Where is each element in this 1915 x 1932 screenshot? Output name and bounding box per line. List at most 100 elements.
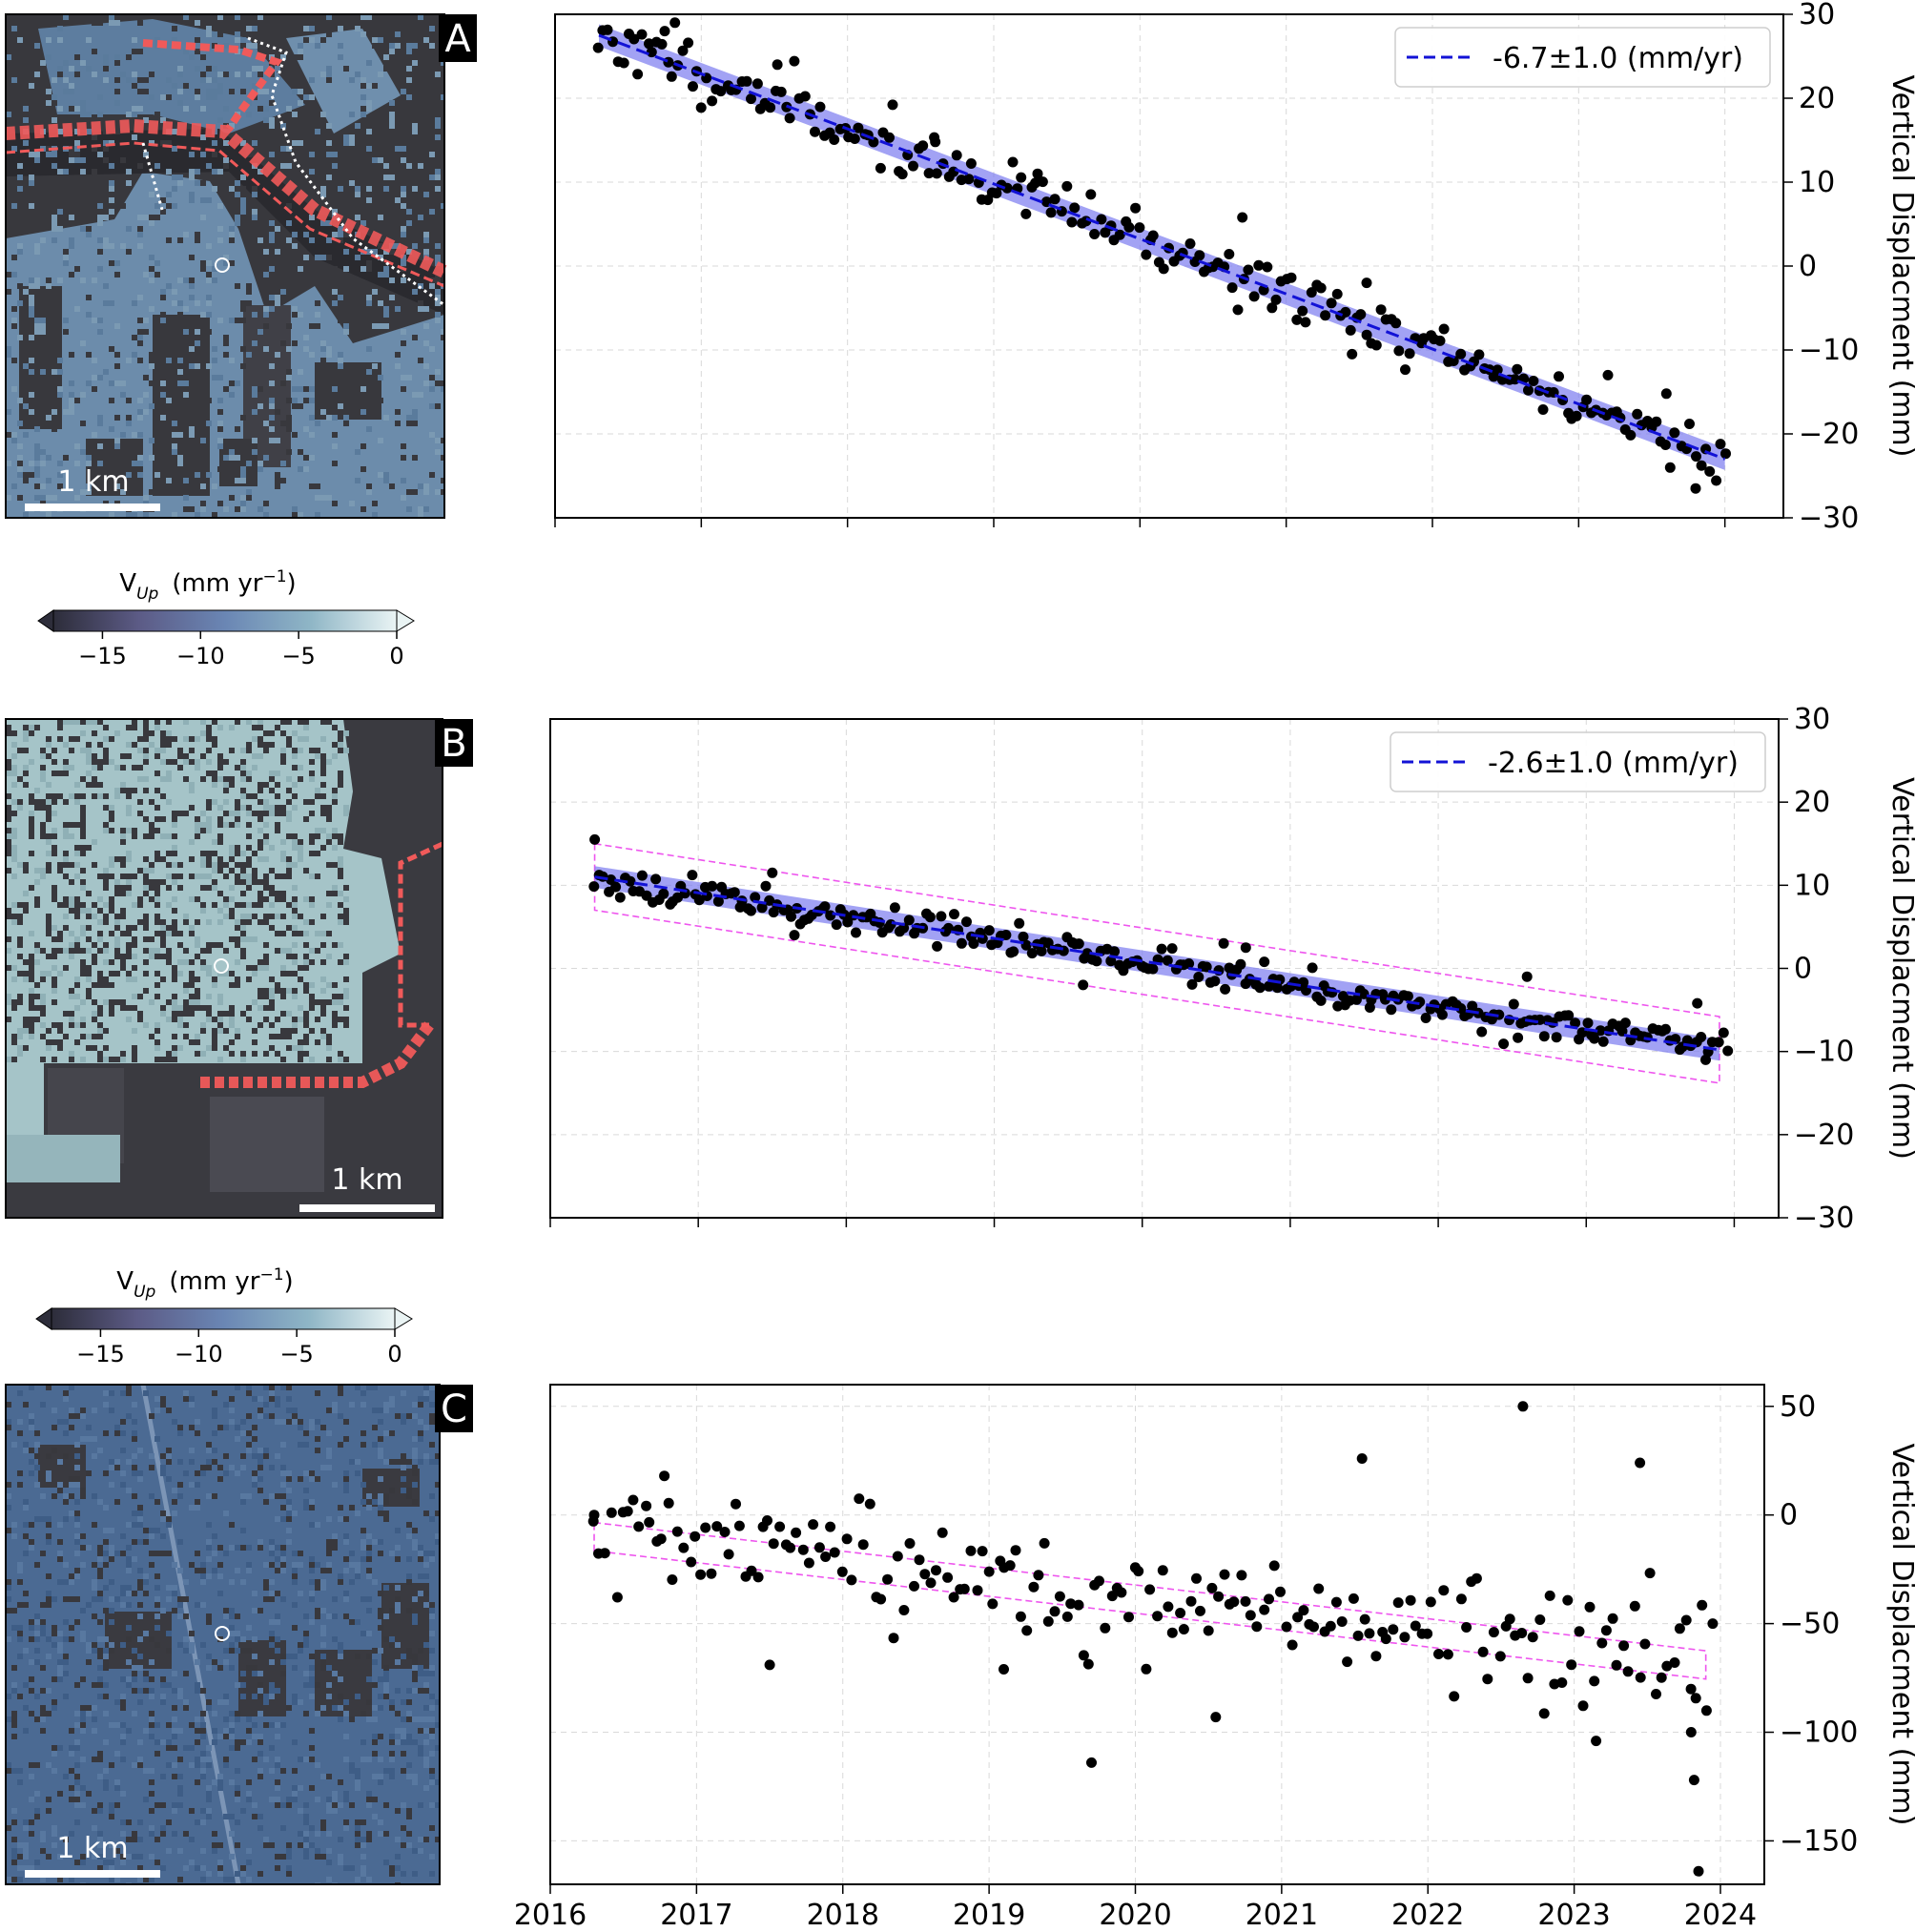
map-pixel <box>177 874 183 879</box>
map-pixel <box>252 1722 257 1728</box>
map-pixel <box>17 472 23 478</box>
map-pixel <box>11 799 17 805</box>
map-pixel <box>11 1848 17 1854</box>
map-pixel <box>269 730 275 736</box>
map-pixel <box>206 971 212 976</box>
map-pixel <box>275 982 280 988</box>
map-pixel <box>63 1579 69 1585</box>
map-pixel <box>126 925 132 931</box>
map-pixel <box>275 1785 280 1791</box>
map-pixel <box>154 902 160 908</box>
map-pixel <box>257 1459 263 1465</box>
map-pixel <box>257 1751 263 1757</box>
map-pixel <box>257 828 263 833</box>
map-pixel <box>34 1465 40 1470</box>
map-pixel <box>11 49 17 54</box>
map-pixel <box>280 948 286 954</box>
map-pixel <box>349 1619 355 1625</box>
map-pixel <box>17 1562 23 1568</box>
map-pixel <box>263 146 269 152</box>
map-pixel <box>137 776 143 782</box>
map-pixel <box>120 1419 126 1425</box>
map-pixel <box>383 312 389 318</box>
map-pixel <box>149 1551 154 1556</box>
map-pixel <box>240 175 246 180</box>
map-pixel <box>320 1625 326 1631</box>
chart-a-data-point <box>1233 304 1244 315</box>
map-pixel <box>195 1419 200 1425</box>
map-pixel <box>303 255 309 260</box>
map-pixel <box>235 822 240 828</box>
map-pixel <box>137 398 143 403</box>
map-pixel <box>97 375 103 380</box>
map-pixel <box>332 1017 338 1022</box>
map-pixel <box>126 879 132 885</box>
map-pixel <box>103 1739 109 1745</box>
map-pixel <box>217 1545 223 1551</box>
map-pixel <box>418 483 423 489</box>
map-pixel <box>212 1493 217 1499</box>
map-pixel <box>240 1648 246 1654</box>
map-pixel <box>240 1865 246 1871</box>
map-pixel <box>206 472 212 478</box>
map-pixel <box>423 363 429 369</box>
map-pixel <box>189 1505 195 1511</box>
map-pixel <box>74 1039 80 1045</box>
map-pixel <box>257 816 263 822</box>
map-pixel <box>57 1539 63 1545</box>
map-pixel <box>195 1430 200 1436</box>
map-pixel <box>275 226 280 232</box>
map-pixel <box>315 129 320 134</box>
map-pixel <box>34 495 40 501</box>
map-pixel <box>235 506 240 512</box>
map-pixel <box>11 1682 17 1688</box>
map-pixel <box>172 1705 177 1711</box>
map-pixel <box>406 1648 412 1654</box>
map-pixel <box>200 501 206 506</box>
map-pixel <box>86 782 92 788</box>
map-pixel <box>252 186 257 192</box>
map-pixel <box>412 60 418 66</box>
map-pixel <box>40 1011 46 1017</box>
map-pixel <box>86 891 92 896</box>
map-pixel <box>51 1625 57 1631</box>
map-pixel <box>320 1028 326 1034</box>
map-pixel <box>206 1757 212 1762</box>
map-pixel <box>235 72 240 77</box>
map-pixel <box>372 83 378 89</box>
map-pixel <box>46 89 51 94</box>
map-pixel <box>109 1545 114 1551</box>
map-pixel <box>103 999 109 1005</box>
map-pixel <box>252 1591 257 1596</box>
map-pixel <box>149 455 154 461</box>
map-pixel <box>103 793 109 799</box>
map-pixel <box>103 976 109 982</box>
map-pixel <box>23 1825 29 1831</box>
map-pixel <box>275 1779 280 1785</box>
map-pixel <box>212 66 217 72</box>
map-pixel <box>418 1396 423 1402</box>
map-pixel <box>355 478 360 483</box>
map-pixel <box>11 180 17 186</box>
map-pixel <box>166 1448 172 1453</box>
map-pixel <box>372 1442 378 1448</box>
map-pixel <box>195 323 200 329</box>
map-pixel <box>120 1757 126 1762</box>
map-pixel <box>269 123 275 129</box>
map-pixel <box>286 1488 292 1493</box>
map-pixel <box>97 931 103 936</box>
map-pixel <box>17 1419 23 1425</box>
map-pixel <box>183 380 189 386</box>
map-pixel <box>149 1636 154 1642</box>
map-pixel <box>143 725 149 730</box>
map-pixel <box>366 260 372 266</box>
map-pixel <box>212 1430 217 1436</box>
map-pixel <box>338 226 343 232</box>
map-pixel <box>372 289 378 295</box>
map-pixel <box>51 1039 57 1045</box>
map-pixel <box>46 954 51 959</box>
map-pixel <box>280 914 286 919</box>
map-pixel <box>229 472 235 478</box>
colorbar-tick-label: 0 <box>387 1341 402 1367</box>
